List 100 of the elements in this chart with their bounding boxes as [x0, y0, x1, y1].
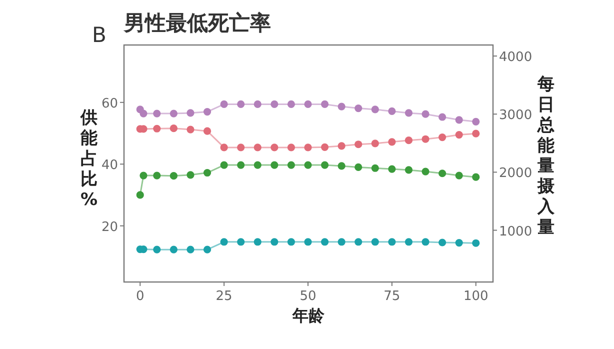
point — [254, 144, 262, 152]
y-tick-label: 60 — [101, 96, 118, 112]
point — [438, 238, 446, 246]
y-tick-label: 20 — [101, 220, 118, 235]
point — [472, 239, 480, 247]
point — [220, 144, 228, 152]
point — [371, 106, 379, 114]
point — [270, 161, 278, 169]
point — [237, 161, 245, 169]
point — [136, 191, 144, 199]
point — [338, 162, 346, 170]
point — [320, 238, 329, 246]
point — [338, 102, 346, 110]
point — [304, 100, 312, 108]
x-tick-label: 75 — [384, 289, 400, 304]
point — [186, 246, 194, 254]
x-tick-label: 25 — [216, 289, 232, 304]
point — [254, 238, 262, 246]
point — [140, 110, 148, 118]
point — [338, 142, 346, 150]
y2-tick-label: 2000 — [499, 166, 532, 182]
point — [455, 116, 463, 124]
point — [270, 238, 278, 246]
point — [338, 238, 346, 246]
y2-tick-label: 4000 — [499, 50, 532, 66]
point — [404, 238, 413, 246]
point — [455, 239, 463, 247]
point — [270, 144, 278, 152]
point — [404, 166, 413, 174]
point — [371, 164, 379, 172]
point — [472, 118, 480, 126]
point — [455, 131, 463, 139]
point — [220, 238, 228, 246]
point — [287, 100, 296, 108]
point — [354, 163, 362, 172]
point — [320, 143, 329, 151]
point — [354, 104, 362, 112]
point — [388, 165, 396, 173]
point — [170, 124, 178, 132]
point — [304, 238, 312, 246]
point — [371, 140, 379, 148]
point — [237, 144, 245, 152]
x-tick-label: 50 — [300, 289, 316, 304]
point — [371, 238, 379, 246]
y-axis-title: 供能占比% — [80, 108, 98, 210]
point — [320, 100, 329, 108]
point — [170, 110, 178, 118]
point — [304, 161, 312, 169]
point — [455, 172, 463, 180]
point — [404, 136, 413, 144]
point — [270, 100, 278, 108]
y2-axis-title: 每日总能量摄入量 — [536, 74, 556, 238]
point — [220, 161, 228, 169]
point — [438, 133, 446, 142]
point — [287, 144, 296, 152]
point — [422, 168, 430, 176]
point — [220, 100, 228, 108]
point — [237, 238, 245, 246]
chart-title: 男性最低死亡率 — [123, 11, 271, 35]
x-axis-title: 年龄 — [292, 306, 326, 325]
point — [287, 161, 296, 169]
point — [388, 238, 396, 246]
y-tick-label: 40 — [101, 158, 118, 174]
point — [153, 110, 161, 118]
point — [140, 172, 148, 180]
point — [438, 170, 446, 178]
point — [153, 172, 161, 180]
point — [254, 100, 262, 108]
y2-tick-label: 3000 — [499, 108, 532, 124]
point — [354, 140, 362, 148]
point — [422, 135, 430, 143]
point — [186, 109, 194, 117]
point — [186, 171, 194, 179]
x-tick-label: 0 — [136, 289, 144, 304]
point — [203, 168, 212, 177]
point — [153, 124, 161, 132]
point — [438, 113, 446, 121]
point — [472, 130, 480, 138]
point — [186, 126, 194, 134]
point — [354, 238, 362, 246]
point — [254, 161, 262, 169]
point — [203, 127, 212, 135]
point — [203, 108, 212, 116]
point — [170, 172, 178, 180]
text: B — [92, 23, 106, 47]
point — [472, 173, 480, 181]
point — [153, 246, 161, 254]
point — [320, 161, 329, 169]
point — [388, 138, 396, 146]
point — [388, 107, 396, 116]
point — [422, 238, 430, 246]
point — [422, 110, 430, 118]
y2-tick-label: 1000 — [499, 224, 532, 240]
point — [304, 144, 312, 152]
point — [170, 246, 178, 254]
point — [404, 109, 413, 117]
point — [287, 238, 296, 246]
point — [203, 246, 212, 254]
point — [237, 100, 245, 108]
x-tick-label: 100 — [463, 289, 488, 304]
